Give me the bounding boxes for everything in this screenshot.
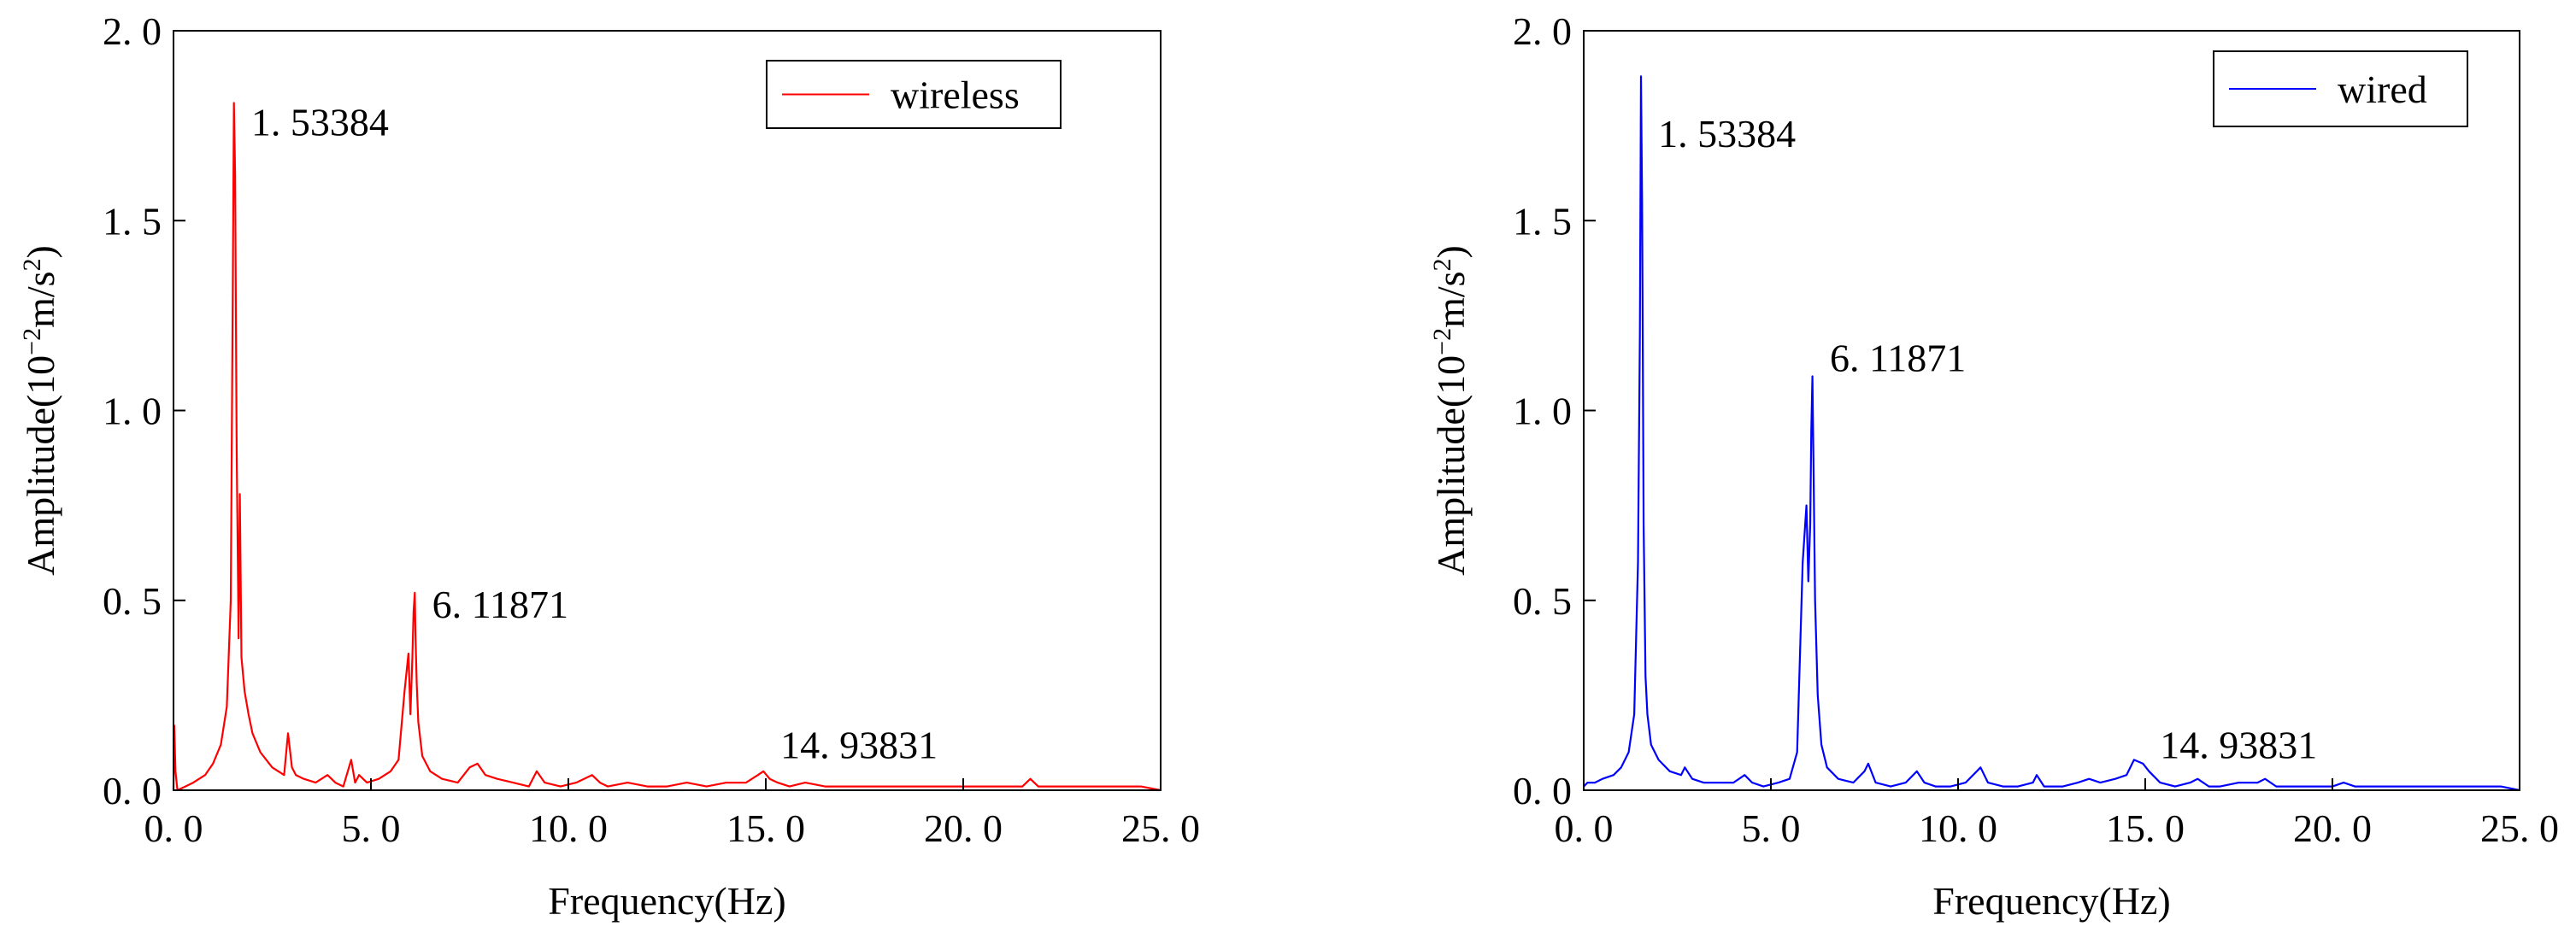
- y-tick-label: 1. 5: [1513, 199, 1572, 243]
- y-tick-label: 2. 0: [103, 9, 162, 53]
- peak-annotation: 14. 93831: [2160, 724, 2317, 767]
- x-tick-label: 10. 0: [529, 806, 608, 850]
- y-axis-label-mid: m/s: [19, 271, 62, 327]
- y-axis-label: Amplitude(10−2m/s2): [1428, 245, 1473, 576]
- peak-annotation: 6. 11871: [432, 583, 568, 626]
- y-tick-label: 1. 0: [1513, 390, 1572, 433]
- y-tick-label: 1. 0: [103, 390, 162, 433]
- y-axis-label-sup2: 2: [18, 258, 46, 271]
- series-line-wired: [1583, 75, 2520, 792]
- peak-annotation: 1. 53384: [1658, 112, 1796, 155]
- y-tick-label: 0. 5: [103, 579, 162, 623]
- x-axis-label: Frequency(Hz): [548, 879, 785, 923]
- x-tick-label: 5. 0: [1742, 806, 1801, 850]
- y-tick-label: 0. 0: [1513, 769, 1572, 812]
- x-tick-label: 5. 0: [342, 806, 401, 850]
- y-axis-label-sup1: −2: [18, 328, 46, 355]
- ticks: 0. 0 5. 0 10. 0 15. 0 20. 0 25. 0 0. 0 0. 5 1. 0…: [1513, 9, 2559, 850]
- y-axis-label-sup2: 2: [1428, 258, 1456, 271]
- peak-annotation: 6. 11871: [1830, 336, 1966, 379]
- x-tick-label: 20. 0: [2293, 806, 2372, 850]
- series-layer: [172, 102, 1162, 792]
- chart-wireless: 0. 0 5. 0 10. 0 15. 0 20. 0 25. 0 0. 0 0. 5 1. 0…: [18, 9, 1200, 923]
- peak-annotation: 14. 93831: [780, 724, 938, 767]
- peak-annotations: 1. 53384 6. 11871 14. 93831: [1658, 112, 2317, 767]
- y-tick-label: 0. 5: [1513, 579, 1572, 623]
- y-axis-label-main: Amplitude(10: [19, 355, 62, 576]
- y-axis-label-mid: m/s: [1429, 271, 1473, 327]
- legend-label: wireless: [891, 73, 1020, 117]
- legend[interactable]: wired: [2213, 50, 2468, 127]
- x-tick-label: 25. 0: [2480, 806, 2559, 850]
- legend[interactable]: wireless: [766, 60, 1062, 129]
- x-tick-label: 10. 0: [1919, 806, 1997, 850]
- x-tick-label: 25. 0: [1121, 806, 1200, 850]
- x-axis-label: Frequency(Hz): [1932, 879, 2170, 923]
- y-axis-label-main: Amplitude(10: [1429, 355, 1473, 576]
- chart-wired: 0. 0 5. 0 10. 0 15. 0 20. 0 25. 0 0. 0 0. 5 1. 0…: [1428, 9, 2559, 923]
- y-axis-label-end: ): [19, 245, 62, 258]
- y-axis-label: Amplitude(10−2m/s2): [18, 245, 62, 576]
- x-tick-label: 15. 0: [726, 806, 805, 850]
- ticks: 0. 0 5. 0 10. 0 15. 0 20. 0 25. 0 0. 0 0. 5 1. 0…: [103, 9, 1200, 850]
- y-tick-label: 0. 0: [103, 769, 162, 812]
- legend-label: wired: [2338, 67, 2427, 111]
- y-tick-label: 2. 0: [1513, 9, 1572, 53]
- plot-frame: [173, 30, 1162, 791]
- y-axis-label-end: ): [1429, 245, 1473, 258]
- series-layer: [1583, 75, 2520, 792]
- peak-annotation: 1. 53384: [251, 101, 389, 144]
- peak-annotations: 1. 53384 6. 11871 14. 93831: [251, 101, 938, 767]
- x-tick-label: 0. 0: [1555, 806, 1614, 850]
- x-tick-label: 15. 0: [2106, 806, 2185, 850]
- x-tick-label: 20. 0: [924, 806, 1003, 850]
- x-tick-label: 0. 0: [144, 806, 203, 850]
- y-tick-label: 1. 5: [103, 199, 162, 243]
- y-axis-label-sup1: −2: [1428, 328, 1456, 355]
- series-line-wireless: [172, 102, 1162, 792]
